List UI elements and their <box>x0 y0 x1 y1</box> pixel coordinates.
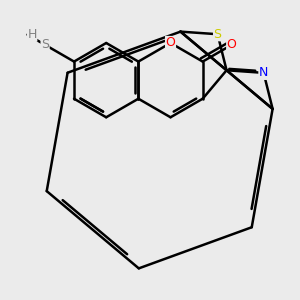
Text: O: O <box>227 38 237 51</box>
Text: H: H <box>27 28 37 41</box>
Text: N: N <box>259 66 268 80</box>
Text: S: S <box>41 38 49 51</box>
Text: O: O <box>166 37 176 50</box>
Text: S: S <box>214 28 222 41</box>
